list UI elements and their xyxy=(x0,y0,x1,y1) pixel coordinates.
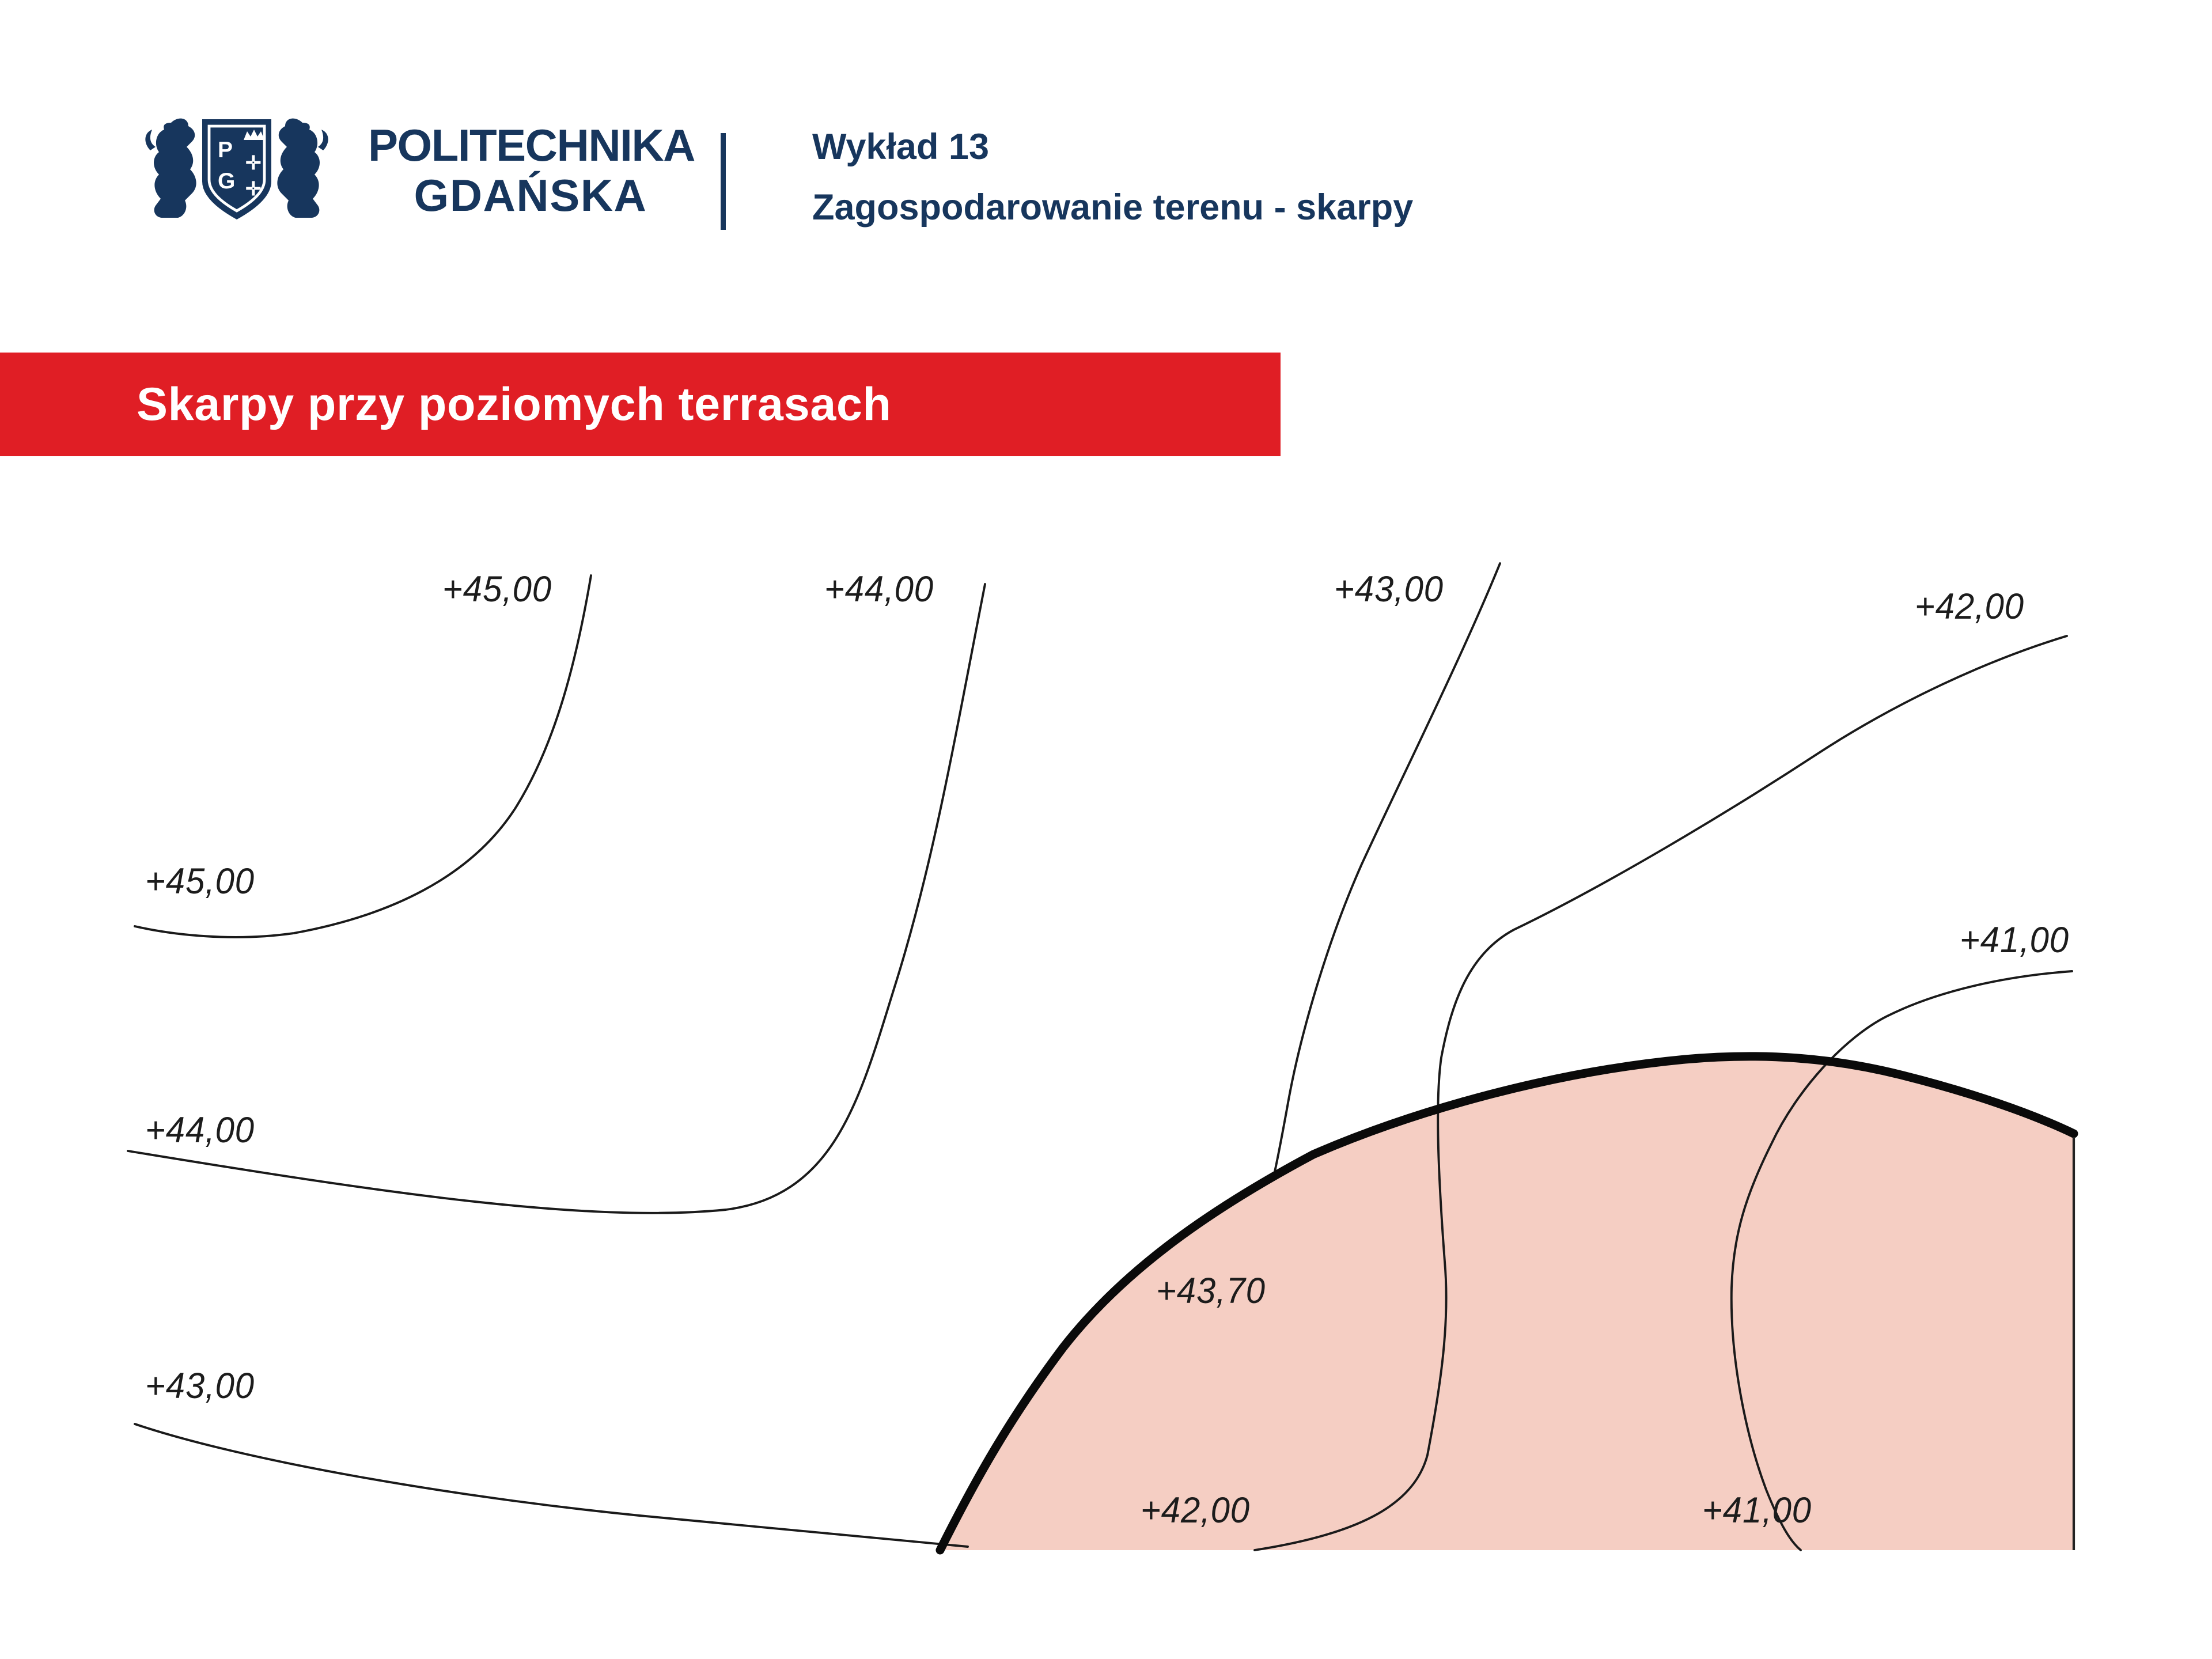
lecture-info: Wykład 13 Zagospodarowanie terenu - skar… xyxy=(812,128,1413,230)
terrace-area xyxy=(940,1056,2074,1550)
pg-logo: P G ✛ ✛ xyxy=(145,118,328,219)
pg-lion-right-icon xyxy=(277,118,328,218)
svg-text:G: G xyxy=(218,169,235,194)
svg-text:✛: ✛ xyxy=(245,152,262,173)
contour-line-42 xyxy=(1253,635,2068,1551)
university-name-line1: POLITECHNIKA xyxy=(368,119,696,171)
contour-line-44 xyxy=(127,583,986,1214)
terrace-boundary-arc xyxy=(935,1052,2078,1555)
contour-label-44-top: +44,00 xyxy=(824,570,934,610)
contour-label-43-top: +43,00 xyxy=(1334,570,1444,610)
contour-label-41-bottom: +41,00 xyxy=(1702,1491,1812,1531)
contour-line-45 xyxy=(134,574,592,938)
section-title: Skarpy przy poziomych terrasach xyxy=(137,377,892,430)
contour-label-43-left: +43,00 xyxy=(145,1367,255,1407)
contour-label-45-left: +45,00 xyxy=(145,862,255,902)
contour-label-43-70: +43,70 xyxy=(1156,1272,1266,1312)
slide-header: P G ✛ ✛ POLITECHNIKA GDAŃSKA Wykład 13 Z… xyxy=(0,0,2212,294)
svg-text:✛: ✛ xyxy=(245,178,262,199)
university-name: POLITECHNIKA GDAŃSKA xyxy=(368,119,696,222)
crown-icon xyxy=(244,130,264,140)
pg-shield-icon: P G ✛ ✛ xyxy=(202,119,271,219)
contour-line-43-lower xyxy=(134,1423,969,1548)
university-name-line2: GDAŃSKA xyxy=(414,169,647,222)
contour-label-42-right: +42,00 xyxy=(1915,588,2024,627)
svg-text:P: P xyxy=(218,138,233,162)
contour-label-45-top: +45,00 xyxy=(442,570,552,610)
contour-label-42-bottom: +42,00 xyxy=(1141,1491,1250,1531)
contour-label-44-left: +44,00 xyxy=(145,1111,255,1151)
contour-line-41 xyxy=(1730,970,2073,1551)
pg-lion-left-icon xyxy=(145,118,196,218)
lecture-topic: Zagospodarowanie terenu - skarpy xyxy=(812,188,1414,228)
section-banner: Skarpy przy poziomych terrasach xyxy=(0,353,1281,456)
contour-label-41-right: +41,00 xyxy=(1960,921,2069,961)
header-divider xyxy=(721,133,726,230)
lecture-number: Wykład 13 xyxy=(812,128,990,168)
contour-line-43-upper xyxy=(1272,562,1501,1178)
